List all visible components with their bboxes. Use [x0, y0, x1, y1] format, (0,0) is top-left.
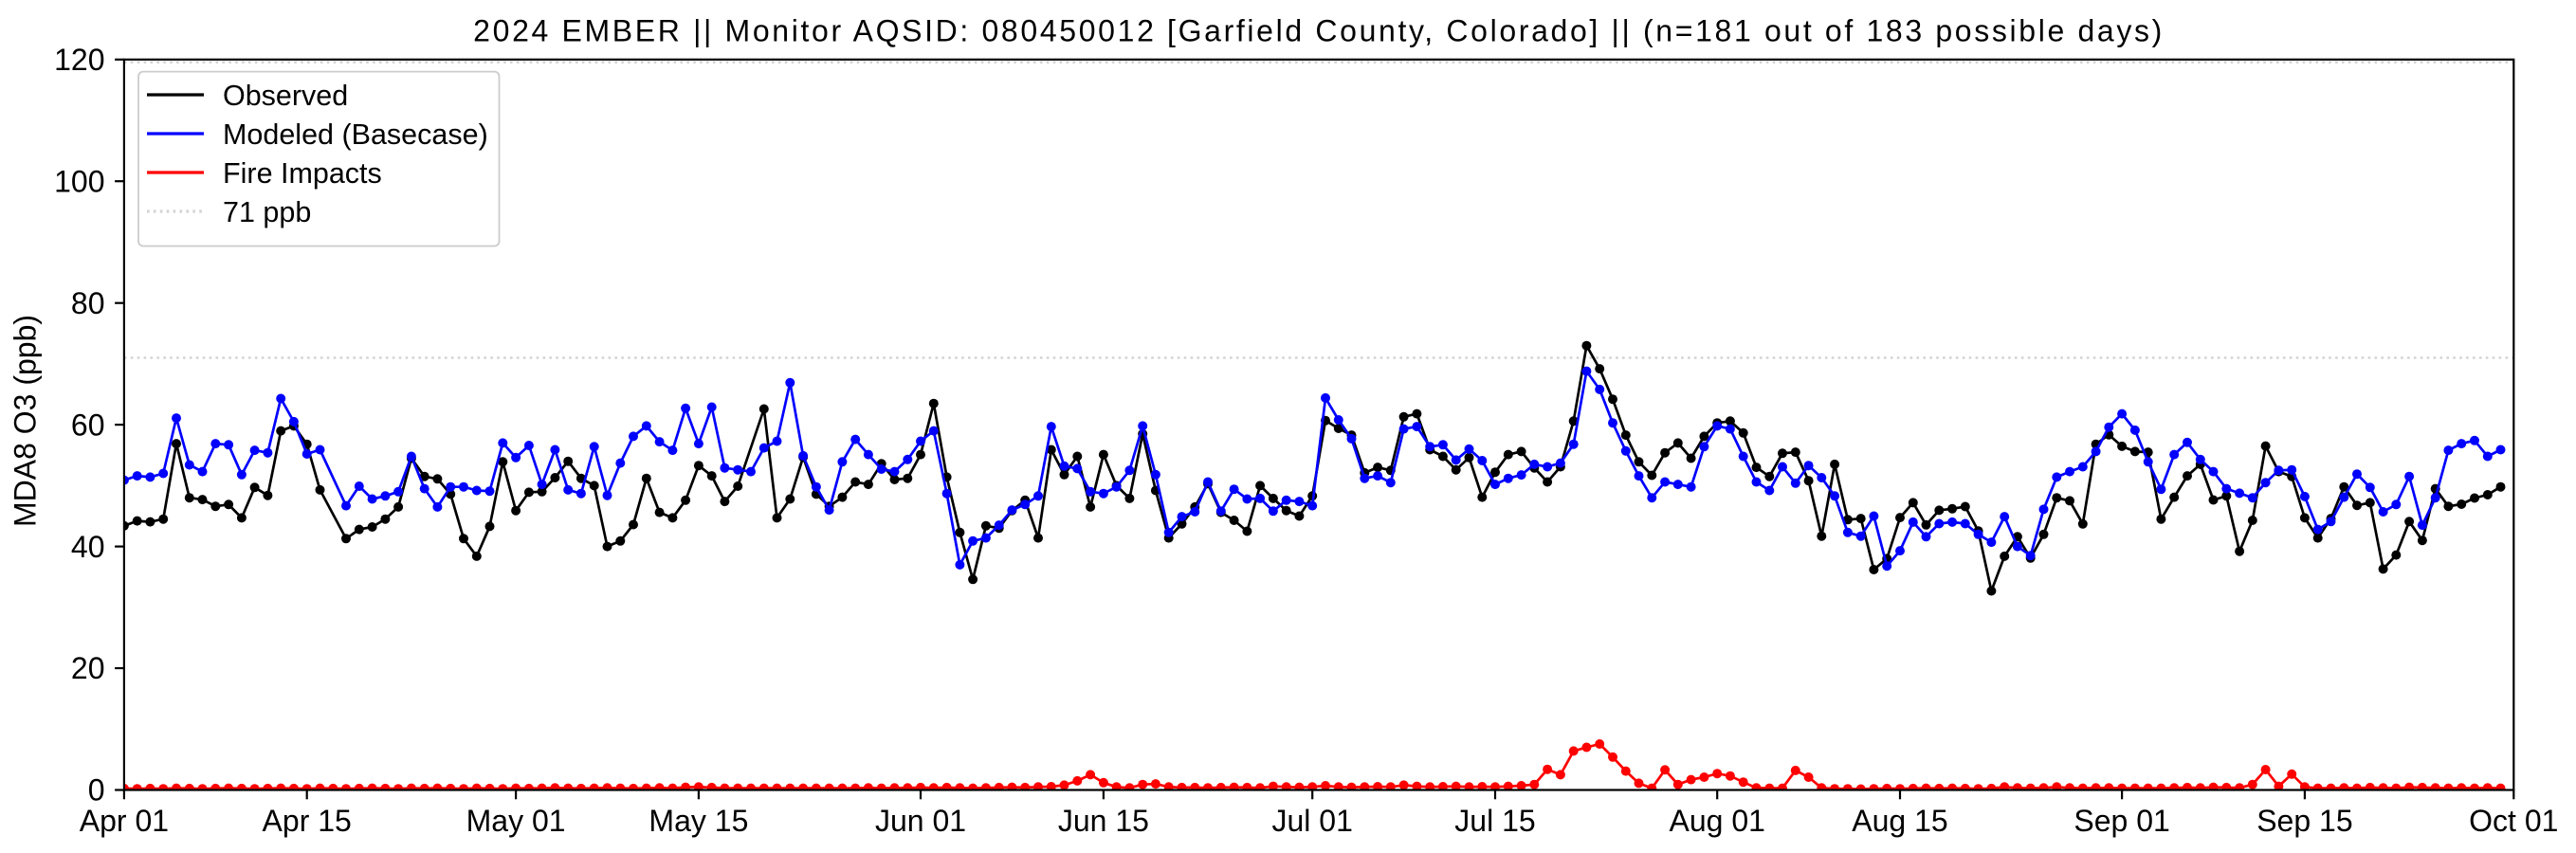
svg-text:0: 0	[88, 773, 105, 808]
svg-text:120: 120	[54, 43, 104, 77]
svg-text:Sep 01: Sep 01	[2074, 804, 2169, 838]
svg-text:Apr 15: Apr 15	[263, 804, 352, 838]
svg-text:2024 EMBER || Monitor AQSID: 0: 2024 EMBER || Monitor AQSID: 080450012 […	[473, 14, 2165, 48]
svg-text:Jun 15: Jun 15	[1058, 804, 1149, 838]
svg-text:Jul 15: Jul 15	[1454, 804, 1535, 838]
svg-text:Aug 01: Aug 01	[1669, 804, 1764, 838]
svg-text:May 01: May 01	[466, 804, 566, 838]
svg-text:Sep 15: Sep 15	[2256, 804, 2352, 838]
svg-text:40: 40	[71, 530, 105, 564]
svg-text:Apr 01: Apr 01	[80, 804, 169, 838]
svg-text:20: 20	[71, 651, 105, 685]
svg-text:MDA8 O3 (ppb): MDA8 O3 (ppb)	[9, 315, 43, 527]
svg-text:Aug 15: Aug 15	[1852, 804, 1947, 838]
svg-text:100: 100	[54, 164, 104, 198]
svg-text:71 ppb: 71 ppb	[223, 196, 311, 228]
svg-text:Jun 01: Jun 01	[875, 804, 966, 838]
svg-text:May 15: May 15	[649, 804, 748, 838]
svg-text:60: 60	[71, 408, 105, 442]
svg-text:Fire Impacts: Fire Impacts	[223, 157, 382, 190]
svg-text:Jul 01: Jul 01	[1272, 804, 1353, 838]
svg-text:80: 80	[71, 286, 105, 320]
svg-text:Modeled (Basecase): Modeled (Basecase)	[223, 118, 488, 151]
svg-text:Observed: Observed	[223, 80, 348, 112]
svg-text:Oct 01: Oct 01	[2469, 804, 2558, 838]
